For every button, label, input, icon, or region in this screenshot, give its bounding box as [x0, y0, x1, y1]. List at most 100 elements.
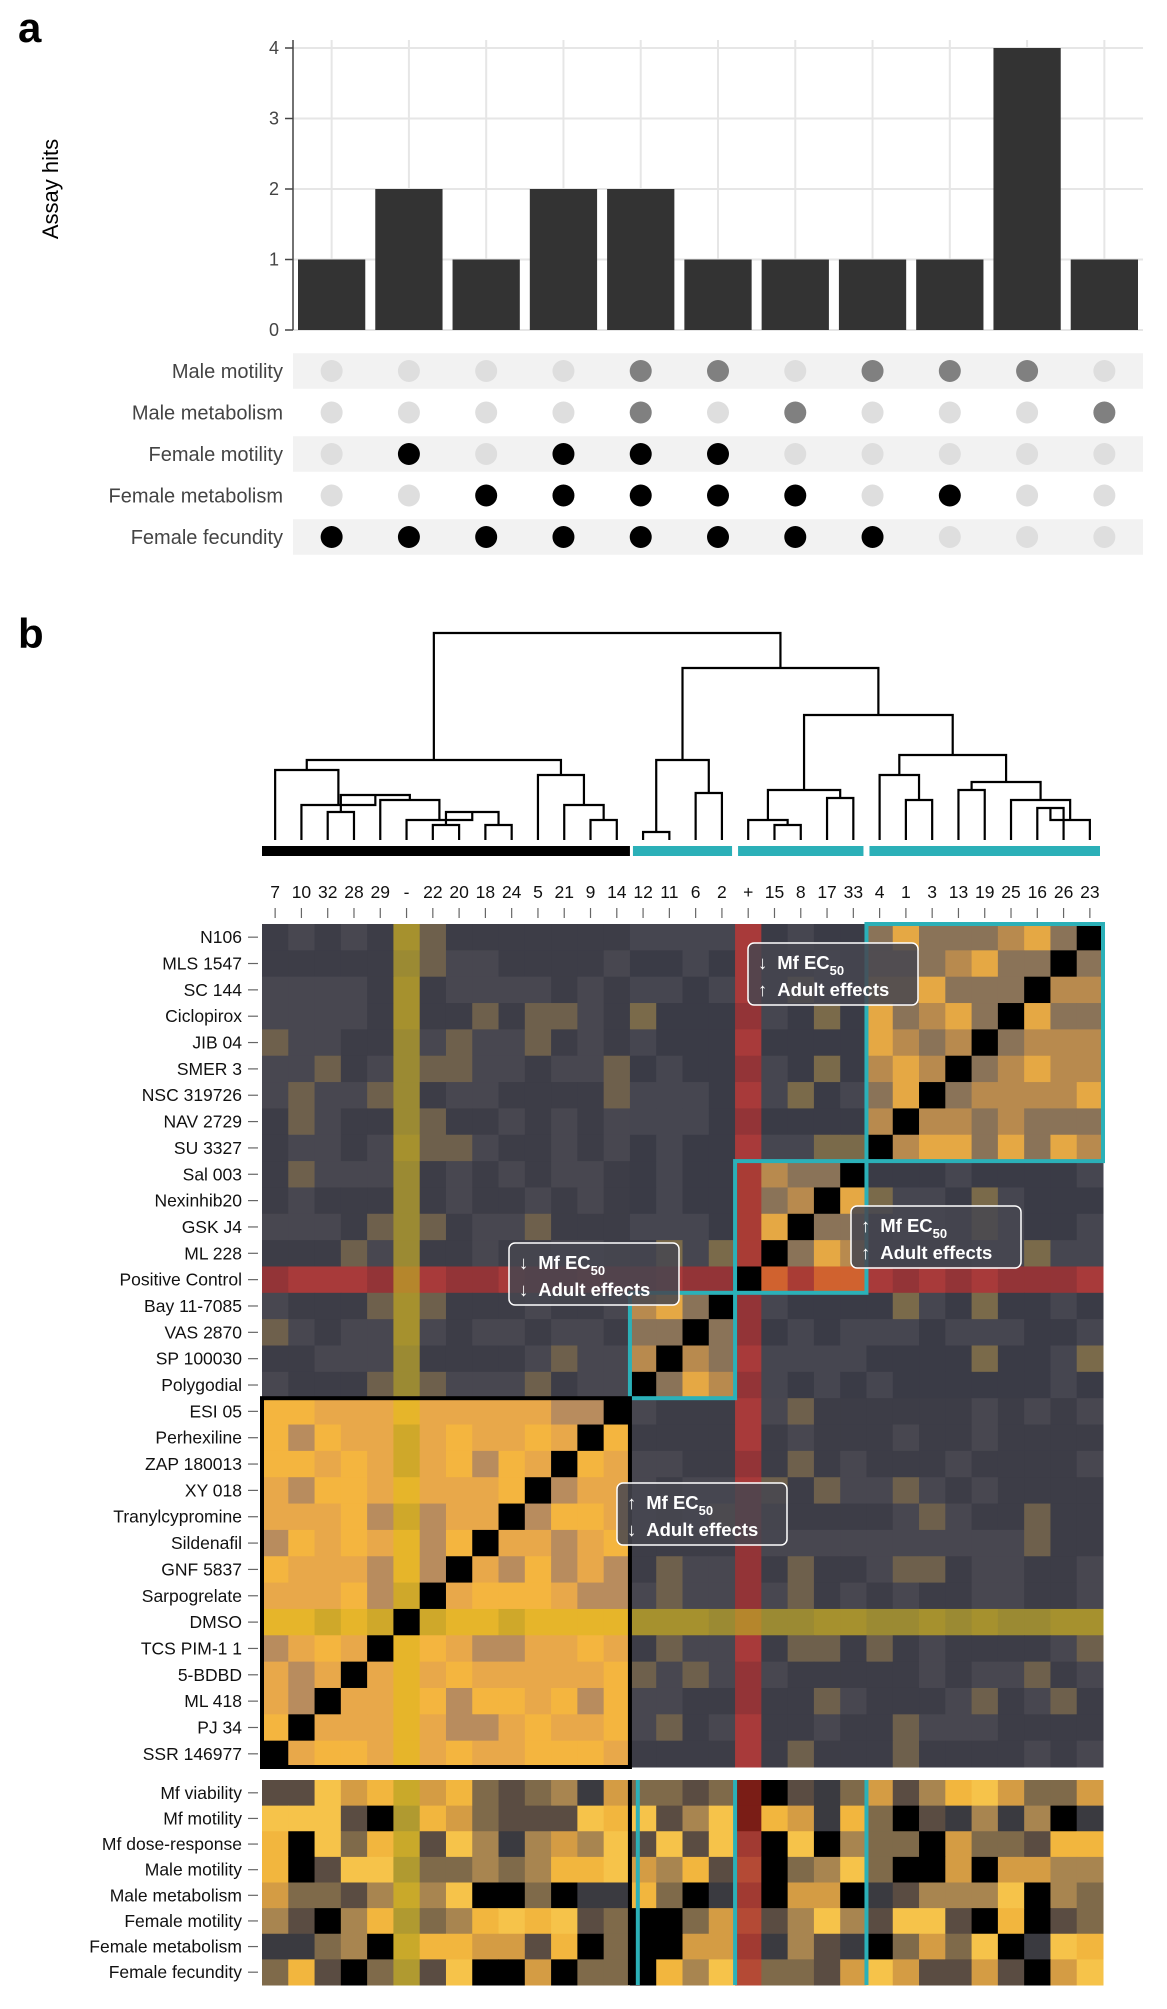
assay-cell [840, 1882, 867, 1909]
matrix-dot [784, 443, 807, 465]
assay-cell [708, 1831, 736, 1858]
heatmap-cell [524, 1108, 552, 1136]
heatmap-cell [445, 1398, 473, 1426]
heatmap-cell [472, 1556, 500, 1584]
assay-cell [813, 1908, 841, 1935]
matrix-dot [861, 484, 884, 507]
heatmap-cell [866, 1029, 894, 1057]
heatmap-cell [367, 924, 394, 951]
panel-b-letter: b [18, 610, 44, 657]
heatmap-cell [787, 1187, 815, 1215]
heatmap-cell [919, 1266, 946, 1294]
heatmap-cell [997, 1424, 1025, 1452]
assay-cell [288, 1805, 316, 1832]
heatmap-cell [472, 1582, 500, 1610]
assay-cell [472, 1856, 500, 1884]
assay-cell [393, 1933, 421, 1960]
heatmap-cell [813, 1661, 841, 1689]
assay-cell [524, 1856, 552, 1884]
heatmap-cell [787, 1003, 815, 1030]
heatmap-cell [761, 1082, 789, 1109]
heatmap-row-label: SC 144 [184, 980, 243, 1000]
assay-row-label: Male motility [145, 1860, 242, 1880]
dendrogram-branch [825, 796, 855, 840]
heatmap-cell [262, 1213, 289, 1241]
heatmap-cell [787, 1582, 815, 1610]
assay-cell [603, 1908, 631, 1935]
heatmap-cell [945, 1529, 973, 1557]
matrix-dot [707, 401, 729, 424]
heatmap-cell [340, 1345, 368, 1373]
heatmap-cell [813, 1108, 841, 1136]
annotation-box [850, 1205, 1022, 1269]
heatmap-cell [577, 1055, 605, 1083]
heatmap-cell [472, 1134, 500, 1162]
assay-cell [997, 1882, 1025, 1909]
assay-cell [577, 1831, 605, 1858]
heatmap-cell [629, 1029, 657, 1057]
heatmap-cell [708, 1424, 736, 1452]
heatmap-cell [314, 1424, 342, 1452]
heatmap-cell [629, 1055, 657, 1083]
heatmap-cell [945, 1108, 973, 1136]
dendrogram-branch [1049, 808, 1091, 840]
heatmap-cell [498, 1161, 526, 1188]
heatmap-cell [314, 1556, 342, 1584]
heatmap-cell [1076, 1292, 1104, 1320]
panel-a-letter: a [18, 4, 42, 51]
heatmap-cell [682, 1398, 710, 1426]
heatmap-cell [997, 1556, 1025, 1584]
annotation-arrow-mf: ↑ [627, 1492, 636, 1513]
heatmap-cell [813, 1398, 841, 1426]
annotation-adult-label: Adult effects [646, 1519, 758, 1540]
assay-cell [735, 1805, 762, 1832]
annotation-mf-label: Mf EC [538, 1252, 590, 1273]
heatmap-cell [866, 1161, 894, 1188]
heatmap-cell [997, 976, 1025, 1004]
heatmap-cell [1076, 1082, 1104, 1109]
heatmap-cell [997, 1714, 1025, 1742]
heatmap-cell [419, 1398, 447, 1426]
heatmap-cell [629, 1108, 657, 1136]
heatmap-cell [682, 1319, 710, 1346]
annotation-box [508, 1242, 680, 1306]
heatmap-col-label: - [404, 882, 410, 902]
heatmap-cell [603, 1661, 631, 1689]
heatmap-cell [971, 924, 999, 951]
heatmap-cell [367, 1556, 394, 1584]
assay-cell [971, 1933, 999, 1960]
heatmap-cell [603, 1161, 631, 1188]
heatmap-cell [997, 1687, 1025, 1715]
heatmap-cell [577, 950, 605, 978]
matrix-dot [938, 360, 961, 382]
heatmap-cell [393, 1108, 421, 1136]
assay-cell [419, 1856, 447, 1884]
heatmap-cell [367, 1187, 394, 1215]
heatmap-cell [866, 1371, 894, 1399]
heatmap-cell [262, 1319, 289, 1346]
heatmap-cell [1024, 1055, 1051, 1083]
heatmap-cell [445, 1240, 473, 1267]
heatmap-cell [393, 1134, 421, 1162]
heatmap-cell [340, 1687, 368, 1715]
heatmap-cell [735, 1345, 762, 1373]
heatmap-cell [393, 1345, 421, 1373]
heatmap-cell [393, 1529, 421, 1557]
assay-cell [393, 1959, 421, 1986]
heatmap-cell [472, 1240, 500, 1267]
assay-cell [314, 1780, 342, 1807]
heatmap-cell [262, 1055, 289, 1083]
heatmap-cell [787, 1108, 815, 1136]
heatmap-cell [629, 924, 657, 951]
assay-cell [682, 1805, 710, 1832]
assay-cell [892, 1856, 920, 1884]
assay-cell [1050, 1908, 1078, 1935]
dendrogram-branch [431, 823, 461, 840]
heatmap-cell [735, 1371, 762, 1399]
assay-cell [892, 1805, 920, 1832]
matrix-dot [1093, 443, 1116, 465]
heatmap-cell [682, 1082, 710, 1109]
heatmap-cell [340, 1582, 368, 1610]
heatmap-cell [919, 1714, 946, 1742]
heatmap-cell [919, 1503, 946, 1531]
